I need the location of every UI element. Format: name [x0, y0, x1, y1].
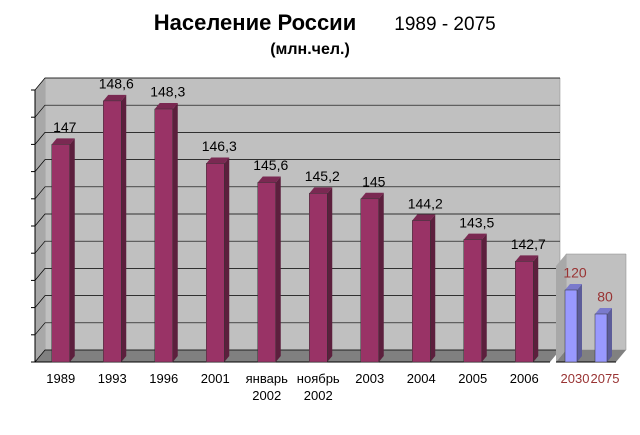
bar-top	[463, 233, 487, 240]
bar	[103, 100, 122, 363]
bar-top	[51, 138, 75, 145]
bar-side	[224, 157, 230, 362]
bar-side	[533, 255, 539, 362]
grid-line	[34, 322, 560, 336]
bar-side	[69, 138, 75, 362]
x-tick-label: 2003	[355, 371, 385, 386]
bar-side	[607, 308, 612, 362]
data-label: 145	[362, 174, 386, 190]
x-tick-label: 2030	[560, 371, 590, 386]
data-label: 120	[563, 265, 587, 281]
bar	[154, 108, 173, 363]
grid-line	[34, 186, 560, 200]
bar	[309, 193, 328, 363]
bar-side	[577, 284, 582, 362]
bar-top	[309, 187, 333, 194]
bar	[463, 239, 482, 363]
chart-period: 1989 - 2075	[394, 14, 495, 35]
grid-line	[34, 159, 560, 172]
bar	[594, 313, 608, 363]
chart-title: Население России	[154, 10, 356, 35]
grid-line	[34, 132, 560, 145]
data-label: 148,6	[99, 76, 134, 92]
bar-top	[103, 94, 127, 101]
x-tick-label: 2075	[590, 371, 620, 386]
x-tick-label: 1996	[149, 371, 179, 386]
x-tick-label: 2001	[200, 371, 230, 386]
x-tick-label: 2004	[406, 371, 436, 386]
grid-line	[34, 213, 560, 227]
data-label: 147	[53, 119, 77, 135]
chart-subtitle: (млн.чел.)	[270, 41, 350, 58]
x-tick-label: 2006	[509, 371, 539, 386]
bar-side	[121, 94, 127, 362]
bar	[257, 182, 276, 363]
data-label: 143,5	[459, 214, 494, 230]
bar-top	[412, 214, 436, 221]
bar-top	[360, 192, 384, 199]
bar-top	[206, 157, 230, 164]
data-label: 144,2	[408, 195, 443, 211]
x-tick-label: 1993	[97, 371, 127, 386]
x-tick-label: 2005	[458, 371, 488, 386]
bar-side	[275, 176, 281, 362]
bar	[360, 198, 379, 363]
bar-side	[327, 187, 333, 362]
grid-line	[34, 349, 560, 363]
x-tick-label: январь 2002	[245, 371, 288, 403]
bar	[515, 261, 534, 363]
data-label: 145,2	[305, 168, 340, 184]
x-tick-label: ноябрь 2002	[296, 371, 340, 403]
bar-top	[565, 284, 582, 290]
bar-side	[172, 103, 178, 362]
bar	[412, 220, 431, 363]
bar	[51, 144, 70, 363]
data-label: 148,3	[150, 84, 185, 100]
bar-top	[257, 176, 281, 183]
grid-line	[34, 77, 560, 91]
bar	[206, 163, 225, 363]
bar-top	[154, 103, 178, 110]
grid-line	[34, 295, 560, 308]
bar-side	[481, 233, 487, 362]
data-label: 142,7	[511, 236, 546, 252]
bar-top	[515, 255, 539, 262]
grid-line	[34, 104, 560, 118]
grid-line	[34, 268, 560, 281]
data-label: 80	[597, 289, 613, 305]
data-label: 146,3	[202, 138, 237, 154]
side-wall	[556, 254, 566, 362]
bar-side	[378, 192, 384, 362]
x-tick-label: 1989	[46, 371, 76, 386]
bar-top	[595, 308, 612, 314]
grid-line	[34, 240, 560, 254]
bar	[564, 289, 578, 363]
data-label: 145,6	[253, 157, 288, 173]
bar-side	[430, 214, 436, 362]
